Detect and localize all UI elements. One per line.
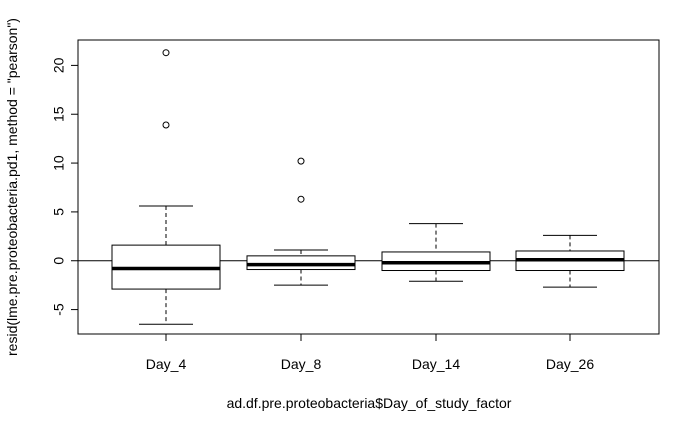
x-axis-title: ad.df.pre.proteobacteria$Day_of_study_fa… (227, 395, 512, 411)
y-tick-label: 5 (51, 208, 67, 216)
y-tick-label: 20 (51, 57, 67, 73)
y-axis-title: resid(lme.pre.proteobacteria.pd1, method… (4, 18, 20, 356)
x-tick-label: Day_4 (146, 356, 187, 372)
x-tick-label: Day_26 (546, 356, 594, 372)
y-tick-label: 15 (51, 106, 67, 122)
box (247, 256, 355, 270)
y-tick-label: 0 (51, 257, 67, 265)
x-tick-label: Day_8 (281, 356, 322, 372)
x-tick-label: Day_14 (412, 356, 460, 372)
y-tick-label: -5 (51, 303, 67, 316)
y-tick-label: 10 (51, 155, 67, 171)
